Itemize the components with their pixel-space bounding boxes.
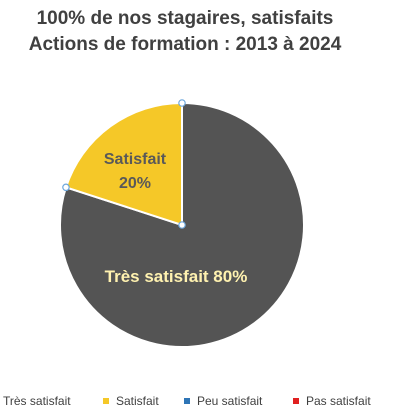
legend-item-tres-satisfait: Très satisfait [0, 394, 71, 408]
legend-swatch-peu-satisfait [184, 398, 190, 404]
data-label-satisfait-name: Satisfait [104, 151, 167, 168]
chart-legend: Très satisfait Satisfait Peu satisfait P… [0, 394, 407, 412]
legend-swatch-pas-satisfait [293, 398, 299, 404]
legend-item-pas-satisfait: Pas satisfait [293, 394, 371, 408]
selection-handle[interactable] [178, 99, 186, 107]
selection-handles [62, 99, 186, 229]
legend-label-satisfait: Satisfait [116, 394, 159, 408]
legend-label-tres-satisfait: Très satisfait [3, 394, 71, 408]
pie-chart: Très satisfait 80% Satisfait 20% [59, 99, 305, 348]
legend-swatch-satisfait [103, 398, 109, 404]
data-label-satisfait-value: 20% [119, 175, 151, 192]
selection-handle[interactable] [178, 221, 186, 229]
pie-slice-satisfait [64, 101, 183, 227]
legend-label-peu-satisfait: Peu satisfait [197, 394, 263, 408]
legend-item-satisfait: Satisfait [103, 394, 159, 408]
data-label-tres-satisfait: Très satisfait 80% [105, 267, 248, 286]
chart-subtitle: Actions de formation : 2013 à 2024 [28, 34, 342, 55]
legend-label-pas-satisfait: Pas satisfait [306, 394, 371, 408]
chart-title-block: 100% de nos stagaires, satisfaits Action… [0, 6, 370, 58]
selection-handle[interactable] [62, 183, 70, 192]
chart-title: 100% de nos stagaires, satisfaits [36, 8, 334, 29]
legend-item-peu-satisfait: Peu satisfait [184, 394, 262, 408]
